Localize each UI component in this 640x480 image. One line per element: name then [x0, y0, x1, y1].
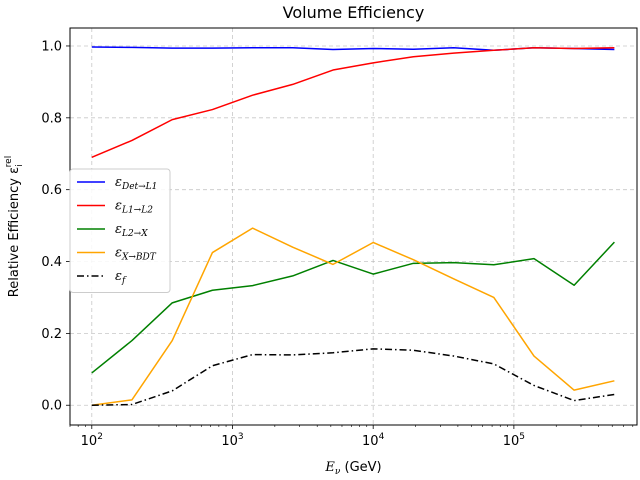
- series-line-2: [91, 241, 615, 374]
- y-tick-label: 0.0: [41, 399, 62, 414]
- x-axis-label-sub: ν: [335, 467, 341, 477]
- x-axis-label-unit: (GeV): [340, 460, 381, 475]
- ticks-layer: 102 103 104 105 0.0 0.2 0.4 0.6 0.8 1.0: [41, 39, 634, 449]
- x-tick-label: 102: [81, 432, 103, 449]
- legend-label-2: εL2→X: [115, 222, 148, 239]
- x-axis-label: Eν (GeV): [324, 460, 381, 477]
- x-tick-label: 103: [221, 432, 243, 449]
- legend-label-0: εDet→L1: [115, 175, 157, 192]
- legend-label-1: εL1→L2: [115, 199, 153, 216]
- series-line-4: [91, 348, 615, 406]
- y-axis-label-sub: i: [15, 164, 25, 167]
- y-tick-label: 1.0: [41, 39, 62, 54]
- legend-label-4: εf: [115, 269, 127, 286]
- chart-title: Volume Efficiency: [283, 3, 425, 22]
- legend: εDet→L1 εL1→L2 εL2→X εX→BDT εf: [69, 168, 171, 293]
- x-axis-label-main: E: [324, 460, 335, 475]
- y-tick-label: 0.8: [41, 111, 62, 126]
- series-line-1: [91, 47, 615, 159]
- series-line-3: [91, 227, 615, 406]
- series-layer: [91, 46, 615, 406]
- x-tick-label: 105: [503, 432, 525, 449]
- y-axis-label: Relative Efficiency εirel: [4, 156, 25, 297]
- legend-label-3: εX→BDT: [115, 246, 157, 263]
- y-tick-label: 0.6: [41, 183, 62, 198]
- y-axis-label-main: Relative Efficiency ε: [7, 167, 22, 297]
- legend-box: [69, 168, 171, 293]
- y-axis-label-sup: rel: [4, 156, 14, 168]
- y-tick-label: 0.2: [41, 327, 62, 342]
- x-tick-label: 104: [362, 432, 385, 449]
- y-tick-label: 0.4: [41, 255, 62, 270]
